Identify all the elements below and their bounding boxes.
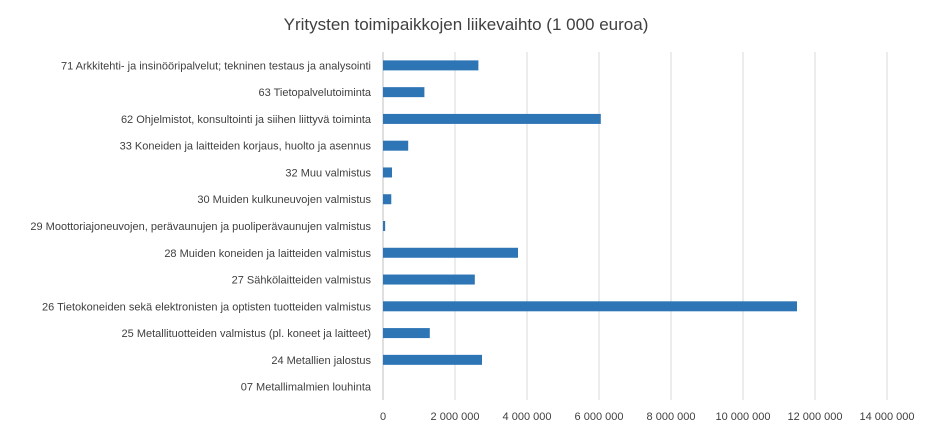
- x-tick-label: 10 000 000: [715, 411, 770, 423]
- category-label: 33 Koneiden ja laitteiden korjaus, huolt…: [120, 141, 372, 153]
- x-tick-label: 14 000 000: [859, 411, 914, 423]
- category-label: 24 Metallien jalostus: [271, 355, 371, 367]
- bar: [383, 113, 601, 124]
- x-tick-label: 12 000 000: [787, 411, 842, 423]
- x-tick-label: 0: [380, 411, 386, 423]
- x-tick-label: 2 000 000: [431, 411, 480, 423]
- category-label: 27 Sähkölaitteiden valmistus: [232, 275, 372, 287]
- x-axis-tick-labels: 0 2 000 000 4 000 000 6 000 000 8 000 000 10 …: [380, 411, 915, 423]
- category-label: 26 Tietokoneiden sekä elektronisten ja o…: [42, 301, 371, 313]
- category-label: 32 Muu valmistus: [285, 167, 371, 179]
- bar: [383, 140, 409, 151]
- bar: [383, 194, 392, 205]
- bar: [383, 221, 386, 231]
- gridlines: [382, 52, 888, 400]
- x-tick-label: 6 000 000: [575, 411, 624, 423]
- bar: [383, 301, 797, 312]
- category-label: 25 Metallituotteiden valmistus (pl. kone…: [122, 328, 371, 340]
- category-label: 07 Metallimalmien louhinta: [241, 382, 372, 394]
- category-label: 71 Arkkitehti- ja insinööripalvelut; tek…: [61, 60, 371, 72]
- bar: [383, 274, 475, 285]
- category-label: 30 Muiden kulkuneuvojen valmistus: [197, 194, 371, 206]
- category-label: 62 Ohjelmistot, konsultointi ja siihen l…: [121, 114, 372, 126]
- x-tick-label: 8 000 000: [647, 411, 696, 423]
- x-tick-label: 4 000 000: [503, 411, 552, 423]
- category-label: 28 Muiden koneiden ja laitteiden valmist…: [164, 248, 371, 260]
- category-label: 29 Moottoriajoneuvojen, perävaunujen ja …: [30, 221, 371, 233]
- bar: [383, 167, 392, 178]
- category-label: 63 Tietopalvelutoiminta: [258, 87, 371, 99]
- bar: [383, 60, 479, 71]
- chart-title: Yritysten toimipaikkojen liikevaihto (1 …: [284, 15, 649, 34]
- bar: [383, 354, 482, 365]
- bar: [383, 247, 518, 258]
- category-labels: 71 Arkkitehti- ja insinööripalvelut; tek…: [30, 60, 372, 393]
- bars: [383, 60, 797, 365]
- bar: [383, 87, 425, 98]
- bar: [383, 328, 430, 339]
